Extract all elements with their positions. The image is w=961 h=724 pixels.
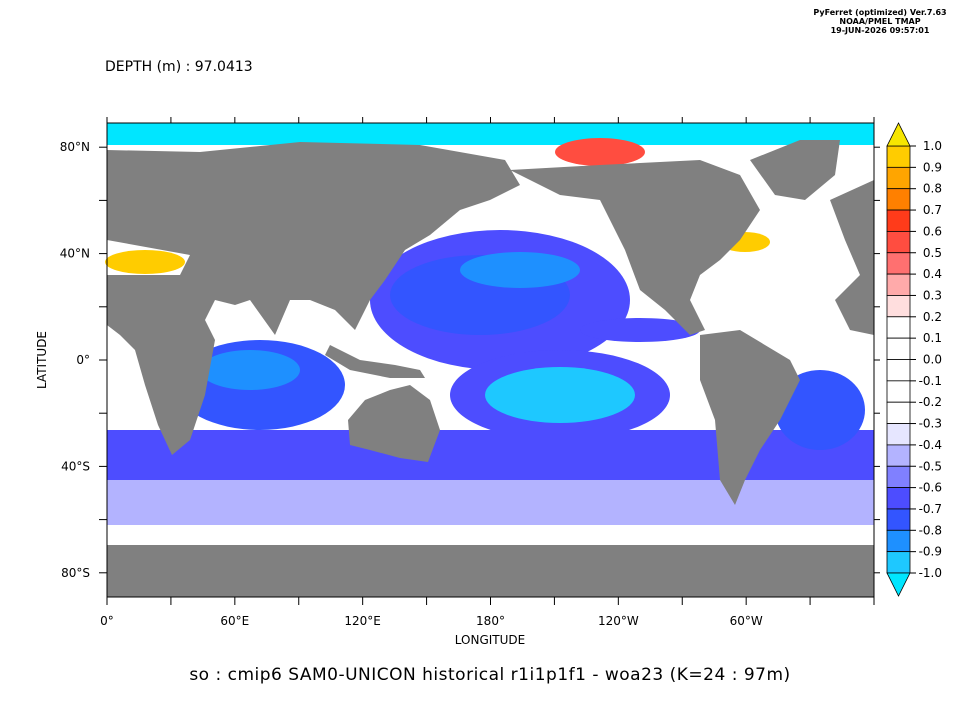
colorbar-box bbox=[886, 465, 911, 489]
ocean-patch bbox=[107, 480, 874, 525]
colorbar-box bbox=[886, 423, 911, 446]
footer-title: so : cmip6 SAM0-UNICON historical r1i1p1… bbox=[189, 665, 790, 685]
ocean-patch bbox=[200, 350, 300, 390]
colorbar-label: -0.2 bbox=[919, 395, 942, 409]
colorbar-label: 0.1 bbox=[923, 331, 942, 345]
colorbar-box bbox=[886, 230, 911, 254]
indonesia bbox=[325, 345, 425, 378]
europe-west bbox=[830, 180, 874, 335]
y-tick-label: 0° bbox=[76, 353, 90, 367]
ocean-patch bbox=[107, 123, 874, 145]
colorbar-label: 0.7 bbox=[923, 203, 942, 217]
colorbar-label: -1.0 bbox=[919, 566, 942, 580]
colorbar-box bbox=[886, 252, 911, 275]
colorbar-box bbox=[886, 359, 911, 382]
colorbar-label: -0.6 bbox=[919, 481, 942, 495]
y-tick-label: 80°N bbox=[60, 140, 90, 154]
colorbar-box bbox=[886, 551, 911, 574]
colorbar-label: -0.5 bbox=[919, 459, 942, 473]
colorbar-box bbox=[886, 316, 911, 339]
colorbar: 1.0 0.9 0.8 0.7 0.6 0.5 0.4 0.3 0.2 0.1 0.0 -0.1 -0.… bbox=[886, 122, 942, 597]
colorbar-label: 0.9 bbox=[923, 160, 942, 174]
x-tick-label: 180° bbox=[476, 614, 505, 628]
colorbar-label: -0.7 bbox=[919, 502, 942, 516]
colorbar-label: 0.4 bbox=[923, 267, 942, 281]
colorbar-box bbox=[886, 444, 911, 467]
colorbar-box bbox=[886, 337, 911, 360]
colorbar-label: 0.2 bbox=[923, 310, 942, 324]
north-america bbox=[510, 160, 760, 335]
x-axis-title: LONGITUDE bbox=[455, 633, 525, 647]
colorbar-box bbox=[886, 295, 911, 318]
colorbar-box bbox=[886, 529, 911, 553]
colorbar-label: -0.4 bbox=[919, 438, 942, 452]
colorbar-box bbox=[886, 145, 911, 168]
date-label: 19-JUN-2026 09:57:01 bbox=[831, 26, 930, 35]
colorbar-label: -0.8 bbox=[919, 523, 942, 537]
colorbar-box bbox=[886, 273, 911, 296]
y-tick-label: 40°S bbox=[61, 459, 90, 473]
map-area bbox=[105, 122, 875, 598]
colorbar-label: -0.9 bbox=[919, 545, 942, 559]
greenland bbox=[750, 140, 840, 200]
software-label: PyFerret (optimized) Ver.7.63 bbox=[813, 8, 946, 17]
colorbar-box bbox=[886, 209, 911, 232]
y-axis-title: LATITUDE bbox=[35, 331, 49, 389]
y-tick-label: 40°N bbox=[60, 247, 90, 261]
colorbar-label: -0.3 bbox=[919, 417, 942, 431]
ocean-patch bbox=[105, 250, 185, 274]
colorbar-box bbox=[886, 380, 911, 403]
colorbar-box bbox=[886, 508, 911, 531]
ocean-patch bbox=[460, 252, 580, 288]
x-tick-label: 120°W bbox=[598, 614, 639, 628]
south-america bbox=[700, 330, 800, 505]
colorbar-label: 0.0 bbox=[923, 353, 942, 367]
ocean-patch bbox=[580, 318, 700, 342]
colorbar-box bbox=[886, 166, 911, 190]
eurasia-africa bbox=[107, 142, 520, 455]
colorbar-under bbox=[886, 572, 911, 597]
colorbar-label: 0.5 bbox=[923, 246, 942, 260]
org-label: NOAA/PMEL TMAP bbox=[839, 17, 920, 26]
australia bbox=[348, 385, 440, 462]
x-tick-label: 120°E bbox=[344, 614, 381, 628]
colorbar-over bbox=[886, 122, 911, 147]
x-tick-label: 60°W bbox=[730, 614, 763, 628]
ocean-patch bbox=[555, 138, 645, 166]
ocean-patch bbox=[485, 367, 635, 423]
x-tick-label: 60°E bbox=[220, 614, 249, 628]
colorbar-label: 1.0 bbox=[923, 139, 942, 153]
colorbar-box bbox=[886, 401, 911, 424]
colorbar-box bbox=[886, 487, 911, 510]
x-tick-label: 0° bbox=[100, 614, 114, 628]
colorbar-label: -0.1 bbox=[919, 374, 942, 388]
ocean-patch bbox=[775, 370, 865, 450]
antarctica bbox=[107, 545, 874, 597]
colorbar-label: 0.3 bbox=[923, 288, 942, 302]
y-tick-label: 80°S bbox=[61, 566, 90, 580]
colorbar-label: 0.6 bbox=[923, 224, 942, 238]
colorbar-box bbox=[886, 188, 911, 211]
colorbar-label: 0.8 bbox=[923, 182, 942, 196]
depth-label: DEPTH (m) : 97.0413 bbox=[105, 59, 253, 75]
